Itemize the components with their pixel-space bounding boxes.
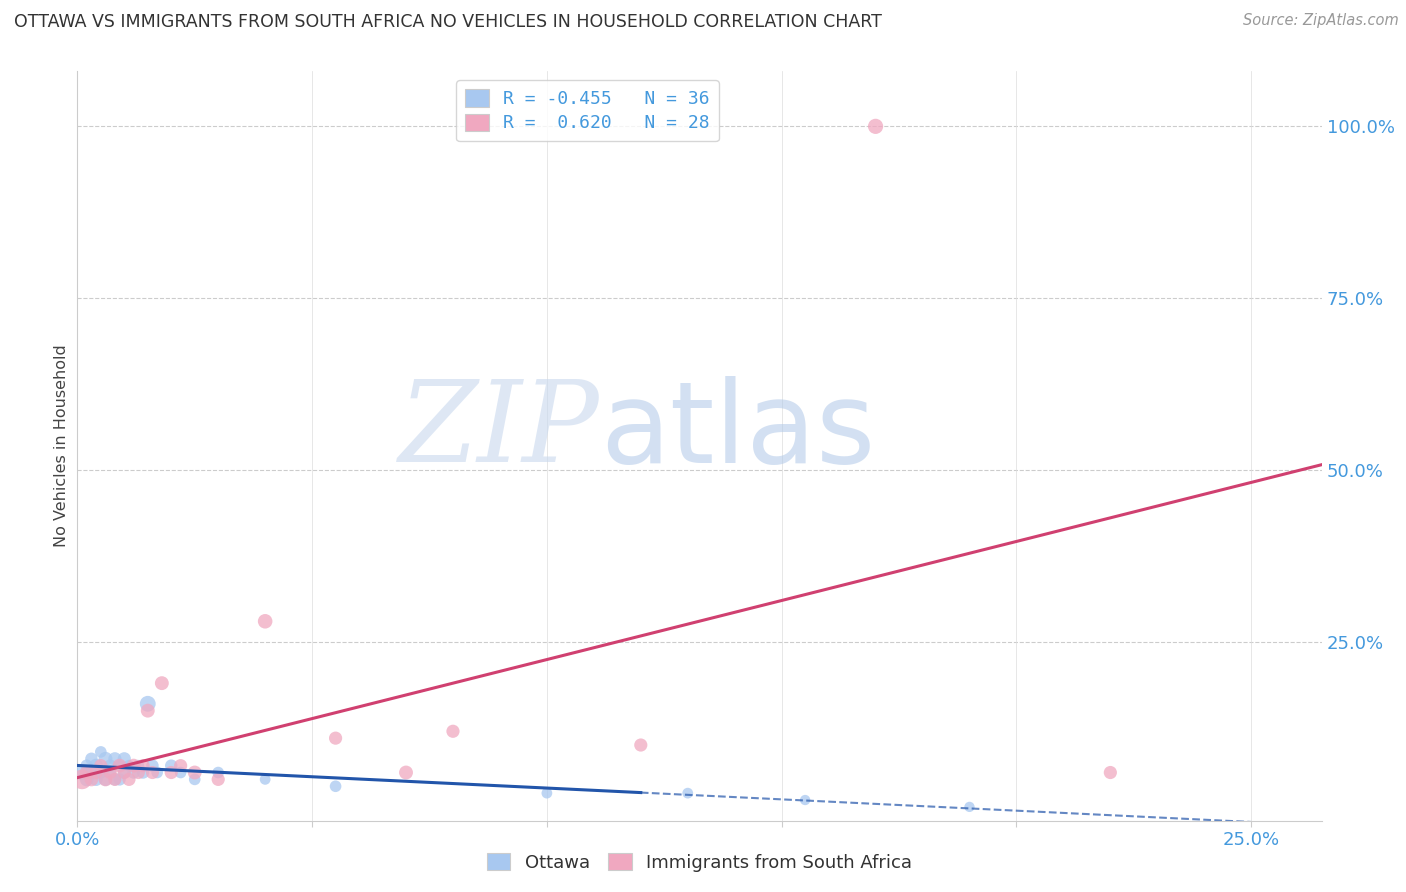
Point	[254, 615, 277, 629]
Point	[536, 786, 558, 800]
Point	[112, 765, 135, 780]
Point	[80, 752, 103, 766]
Point	[794, 793, 817, 807]
Point	[90, 765, 112, 780]
Point	[441, 724, 464, 739]
Point	[132, 758, 155, 772]
Point	[676, 786, 699, 800]
Point	[959, 800, 981, 814]
Point	[127, 758, 149, 772]
Legend: Ottawa, Immigrants from South Africa: Ottawa, Immigrants from South Africa	[479, 846, 920, 879]
Point	[207, 765, 229, 780]
Point	[98, 765, 121, 780]
Point	[183, 772, 205, 787]
Point	[183, 765, 205, 780]
Y-axis label: No Vehicles in Household: No Vehicles in Household	[53, 344, 69, 548]
Point	[98, 765, 121, 780]
Point	[76, 758, 98, 772]
Point	[254, 772, 277, 787]
Point	[90, 758, 112, 772]
Point	[207, 772, 229, 787]
Point	[865, 120, 887, 134]
Text: ZIP: ZIP	[399, 376, 600, 486]
Point	[104, 772, 127, 787]
Point	[136, 704, 159, 718]
Point	[1099, 765, 1122, 780]
Point	[122, 765, 145, 780]
Text: OTTAWA VS IMMIGRANTS FROM SOUTH AFRICA NO VEHICLES IN HOUSEHOLD CORRELATION CHAR: OTTAWA VS IMMIGRANTS FROM SOUTH AFRICA N…	[14, 13, 882, 31]
Point	[141, 765, 163, 780]
Point	[122, 758, 145, 772]
Point	[136, 697, 159, 711]
Point	[84, 758, 107, 772]
Point	[169, 765, 191, 780]
Point	[90, 745, 112, 759]
Point	[98, 758, 121, 772]
Point	[84, 772, 107, 787]
Point	[160, 758, 183, 772]
Point	[325, 779, 347, 793]
Point	[70, 765, 93, 780]
Point	[104, 752, 127, 766]
Point	[112, 752, 135, 766]
Point	[108, 772, 131, 787]
Point	[160, 765, 183, 780]
Point	[395, 765, 418, 780]
Point	[150, 676, 173, 690]
Point	[169, 758, 191, 772]
Point	[76, 765, 98, 780]
Point	[80, 765, 103, 780]
Point	[108, 758, 131, 772]
Point	[94, 772, 117, 787]
Point	[94, 752, 117, 766]
Point	[630, 738, 652, 752]
Point	[118, 772, 141, 787]
Point	[108, 758, 131, 772]
Point	[80, 772, 103, 787]
Point	[325, 731, 347, 746]
Point	[70, 772, 93, 787]
Point	[112, 765, 135, 780]
Point	[94, 772, 117, 787]
Point	[127, 765, 149, 780]
Point	[104, 772, 127, 787]
Text: atlas: atlas	[600, 376, 875, 486]
Point	[118, 758, 141, 772]
Point	[132, 765, 155, 780]
Text: Source: ZipAtlas.com: Source: ZipAtlas.com	[1243, 13, 1399, 29]
Point	[84, 765, 107, 780]
Point	[146, 765, 169, 780]
Point	[76, 772, 98, 787]
Point	[141, 758, 163, 772]
